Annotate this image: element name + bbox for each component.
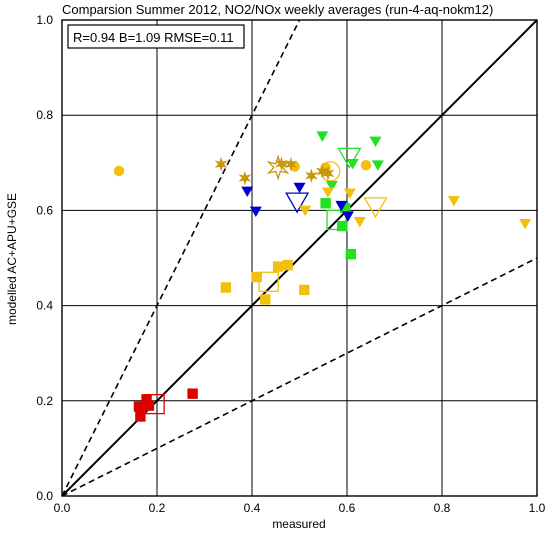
data-point (360, 159, 372, 171)
data-point (320, 198, 331, 209)
data-point (369, 136, 382, 148)
mean-marker (258, 271, 279, 292)
y-tick-label: 0.0 (36, 489, 53, 503)
mean-marker (363, 197, 388, 219)
plot-area (61, 19, 538, 497)
data-point (341, 211, 354, 222)
mean-marker (266, 154, 290, 181)
plot-frame (61, 19, 538, 497)
data-point (343, 188, 356, 199)
data-point (335, 200, 348, 212)
data-point (325, 180, 338, 192)
data-point (214, 156, 228, 172)
x-tick-label: 0.4 (244, 501, 261, 515)
mean-marker (337, 147, 362, 169)
x-axis-label: measured (272, 517, 325, 531)
x-tick-label: 0.8 (434, 501, 451, 515)
factor-two-line (61, 19, 301, 497)
data-point (519, 218, 532, 230)
data-point (316, 131, 329, 142)
data-point (135, 411, 146, 422)
data-point (371, 160, 384, 171)
data-point (299, 205, 312, 217)
data-point (251, 271, 262, 283)
data-point (282, 259, 293, 271)
x-tick-label: 0.0 (54, 501, 71, 515)
data-point (337, 220, 348, 232)
y-tick-label: 1.0 (36, 13, 53, 27)
x-tick-label: 1.0 (529, 501, 546, 515)
data-point (293, 182, 306, 194)
y-tick-label: 0.6 (36, 203, 53, 217)
data-point (345, 248, 356, 260)
factor-two-line (61, 257, 538, 497)
data-point (353, 217, 366, 228)
y-axis-label: modelled AC+APU+GSE (5, 193, 19, 325)
y-tick-label: 0.2 (36, 394, 53, 408)
data-point (272, 261, 284, 272)
data-point (141, 394, 152, 405)
mean-marker (144, 393, 165, 415)
data-point (322, 187, 334, 198)
stats-box: R=0.94 B=1.09 RMSE=0.11 (67, 24, 245, 49)
data-point (143, 400, 155, 411)
data-point (238, 170, 252, 186)
mean-marker (326, 209, 347, 231)
mean-marker (285, 192, 310, 214)
x-tick-label: 0.2 (149, 501, 166, 515)
data-point (187, 388, 198, 399)
data-point (241, 186, 254, 198)
data-point (346, 158, 359, 170)
data-point (339, 202, 351, 214)
data-point (133, 401, 145, 412)
y-tick-label: 0.4 (36, 299, 53, 313)
y-tick-label: 0.8 (36, 108, 53, 122)
stats-label: R=0.94 B=1.09 RMSE=0.11 (73, 30, 234, 45)
x-tick-label: 0.6 (339, 501, 356, 515)
data-point (260, 294, 271, 305)
data-point (220, 282, 232, 293)
data-point (284, 156, 298, 172)
data-point (447, 196, 460, 207)
data-point (113, 165, 125, 177)
data-point (304, 168, 318, 183)
chart-title: Comparsion Summer 2012, NO2/NOx weekly a… (62, 2, 493, 17)
data-point (299, 284, 310, 296)
data-point (249, 206, 262, 218)
data-point (321, 165, 335, 181)
stats-box-frame (67, 24, 245, 49)
